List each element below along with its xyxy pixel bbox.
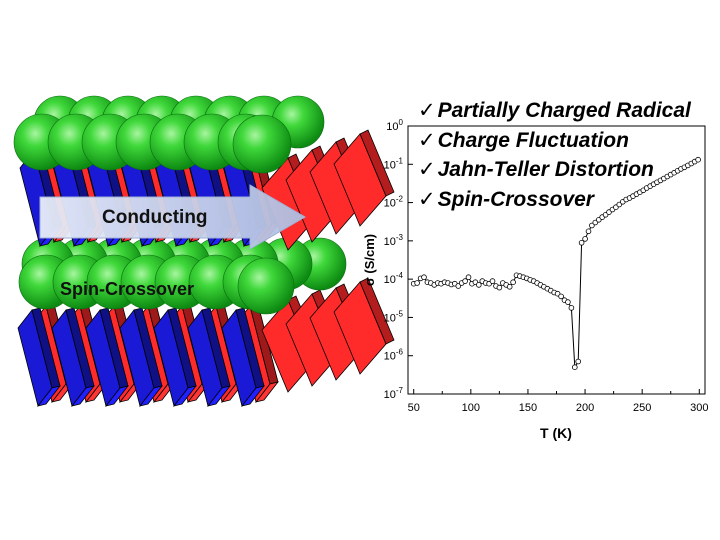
sphere [232, 114, 292, 174]
blue-block [153, 307, 198, 407]
sphere [237, 257, 295, 315]
feature-text: Charge Fluctuation [437, 128, 629, 152]
blue-block [119, 307, 164, 407]
lower-block-layer [17, 277, 395, 407]
blue-block [51, 307, 96, 407]
red-block [333, 129, 395, 227]
spin-crossover-label: Spin-Crossover [60, 279, 194, 299]
top-sphere-layer [13, 95, 325, 174]
blue-block [85, 307, 130, 407]
feature-item: ✓Charge Fluctuation [418, 126, 691, 156]
checkmark-icon: ✓ [418, 98, 436, 122]
blue-block [221, 307, 266, 407]
middle-sphere-layer [18, 237, 347, 315]
feature-item: ✓Jahn-Teller Distortion [418, 155, 691, 185]
feature-checklist: ✓Partially Charged Radical ✓Charge Fluct… [418, 96, 691, 214]
blue-block [17, 307, 62, 407]
red-block [333, 277, 395, 375]
conducting-label: Conducting [102, 207, 208, 228]
checkmark-icon: ✓ [418, 186, 436, 211]
feature-text: Spin-Crossover [437, 187, 594, 211]
feature-item: ✓Partially Charged Radical [418, 96, 691, 126]
feature-text: Partially Charged Radical [437, 99, 691, 122]
blue-block [187, 307, 232, 407]
conducting-arrow [39, 184, 306, 250]
feature-item: ✓Spin-Crossover [418, 185, 691, 215]
feature-text: Jahn-Teller Distortion [437, 158, 654, 181]
checkmark-icon: ✓ [418, 127, 436, 152]
checkmark-icon: ✓ [418, 157, 436, 181]
